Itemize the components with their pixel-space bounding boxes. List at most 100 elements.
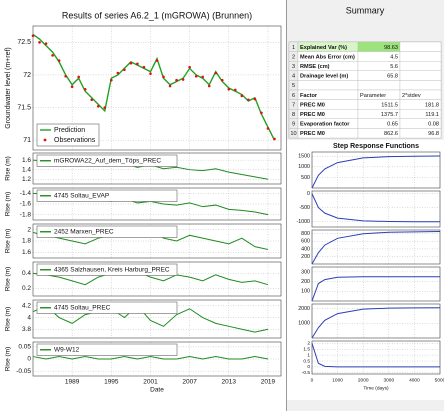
observation-point xyxy=(227,88,231,91)
series-line xyxy=(311,343,440,368)
summary-title: Summary xyxy=(346,5,385,15)
observation-point xyxy=(162,75,165,79)
y-tick-label: 800 xyxy=(301,231,310,237)
chart-title: Step Response Functions xyxy=(333,143,419,150)
plot-area xyxy=(312,230,440,264)
table-text: 5.6 xyxy=(390,64,398,70)
observation-point xyxy=(194,74,198,78)
table-text: 4.5 xyxy=(390,54,398,60)
table-text: Factor xyxy=(300,93,318,99)
x-tick-label: 2000 xyxy=(358,377,369,383)
y-tick-label: 1000 xyxy=(298,321,310,327)
observation-point xyxy=(234,88,237,92)
chart-title: Results of series A6.2_1 (mGROWA) (Brunn… xyxy=(62,10,252,20)
legend-label: Observations xyxy=(54,137,96,144)
table-text: PREC M0 xyxy=(300,102,325,108)
y-tick-label: 1.8 xyxy=(22,238,31,245)
plot-frame xyxy=(311,266,441,302)
x-tick-label: 1995 xyxy=(104,379,119,386)
series-line xyxy=(311,276,440,302)
observation-point xyxy=(155,59,159,62)
series-line xyxy=(32,271,269,286)
y-tick-label: -1.8 xyxy=(20,211,32,218)
y-tick-label: 1.6 xyxy=(22,249,31,256)
y-tick-label: -500 xyxy=(299,205,310,211)
row-number: 3 xyxy=(292,64,295,70)
observation-point xyxy=(31,34,35,38)
observation-point xyxy=(201,75,204,79)
y-tick-label: 600 xyxy=(301,239,310,245)
table-text: 65.8 xyxy=(387,74,398,80)
table-text: Parameter xyxy=(360,93,386,99)
y-tick-label: 1.6 xyxy=(22,157,31,164)
plot-area xyxy=(312,152,440,188)
x-tick-label: 1000 xyxy=(332,377,343,383)
table-text: Drainage level (m) xyxy=(300,74,348,80)
table-text: 1375.7 xyxy=(381,112,398,118)
row-number: 7 xyxy=(292,102,295,108)
y-tick-label: 0.2 xyxy=(22,285,31,292)
observation-point xyxy=(253,97,257,101)
observation-point xyxy=(51,54,54,57)
y-tick-label: 200 xyxy=(301,254,310,260)
y-tick-label: 71.5 xyxy=(17,104,31,111)
row-number: 4 xyxy=(292,74,295,80)
y-tick-label: -1000 xyxy=(296,219,310,225)
observation-point xyxy=(123,68,126,72)
y-tick-label: 2000 xyxy=(298,306,310,312)
y-tick-label: -0.05 xyxy=(16,368,31,375)
y-tick-label: 1500 xyxy=(298,154,310,160)
observation-point xyxy=(207,84,211,88)
table-cell xyxy=(399,61,442,72)
observation-point xyxy=(64,74,67,78)
legend-label: 2452 Marxen_PREC xyxy=(54,228,114,235)
table-text: 181.8 xyxy=(425,102,439,108)
y-tick-label: 1 xyxy=(307,352,310,358)
observation-point xyxy=(240,94,244,98)
plot-frame xyxy=(311,229,441,265)
observation-point xyxy=(77,75,80,79)
x-tick-label: 1989 xyxy=(65,379,80,386)
table-text: 1511.5 xyxy=(381,102,398,108)
plot-frame xyxy=(32,299,282,339)
plot-area xyxy=(312,304,440,338)
legend-box xyxy=(36,301,178,314)
y-tick-label: 500 xyxy=(301,175,310,181)
x-tick-label: 2007 xyxy=(182,379,197,386)
x-tick-label: 2001 xyxy=(143,379,158,386)
row-number: 5 xyxy=(292,83,295,89)
plot-area xyxy=(312,267,440,301)
observation-point xyxy=(129,61,133,65)
legend-box xyxy=(36,123,100,147)
legend-label: mGROWA22_Auf_dem_Töps_PREC xyxy=(54,157,161,164)
table-cell xyxy=(399,80,442,91)
row-number: 1 xyxy=(292,45,295,51)
observation-point xyxy=(142,65,146,69)
legend-box xyxy=(36,343,178,356)
table-text: 96.8 xyxy=(428,131,439,137)
plot-frame xyxy=(311,190,441,228)
y-tick-label: 2 xyxy=(307,341,310,347)
table-text: 98.63 xyxy=(384,45,398,51)
table-cell xyxy=(357,80,401,91)
plot-frame xyxy=(32,152,282,185)
y-tick-label: 0.5 xyxy=(303,358,310,364)
table-text: 0.08 xyxy=(428,122,439,128)
legend-box xyxy=(36,154,178,167)
observation-point xyxy=(38,41,41,44)
table-text: Explained Var (%) xyxy=(300,45,347,51)
legend-label: 4745 Soltau_PREC xyxy=(54,304,111,311)
y-tick-label: 0 xyxy=(27,356,31,363)
observation-point xyxy=(214,71,218,75)
table-text: 0.65 xyxy=(387,122,398,128)
y-tick-label: 72.5 xyxy=(17,39,31,46)
row-number: 10 xyxy=(290,131,296,137)
row-number: 9 xyxy=(292,122,295,128)
x-tick-label: 2019 xyxy=(261,379,276,386)
plot-frame xyxy=(32,25,282,151)
y-axis-label: Rise (m) xyxy=(5,267,12,292)
series-line xyxy=(311,231,441,265)
y-tick-label: 4 xyxy=(27,314,31,321)
observation-point xyxy=(266,127,270,130)
